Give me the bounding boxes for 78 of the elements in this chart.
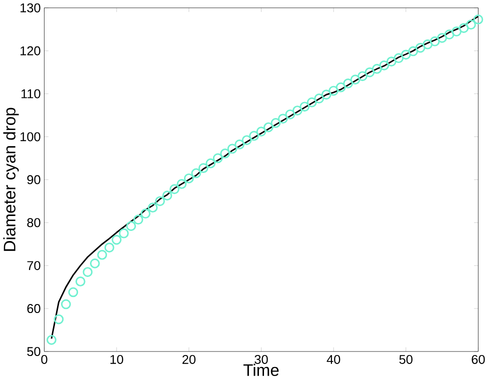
x-tick-label: 30 xyxy=(254,354,268,364)
point xyxy=(104,242,114,252)
point xyxy=(97,250,108,260)
point xyxy=(249,130,259,141)
y-tick-label: 100 xyxy=(20,132,40,142)
point xyxy=(336,82,346,92)
point xyxy=(444,29,454,40)
point xyxy=(364,67,375,78)
y-tick-label: 60 xyxy=(27,304,40,313)
point xyxy=(430,36,440,46)
y-tick-label: 110 xyxy=(22,89,40,98)
point xyxy=(68,287,78,298)
x-tick-label: 10 xyxy=(110,354,124,364)
point xyxy=(75,276,86,286)
point xyxy=(350,74,360,84)
point xyxy=(458,22,469,33)
point xyxy=(300,102,310,112)
y-axis-title: Diameter cyan drop xyxy=(3,108,19,251)
point xyxy=(234,139,244,150)
point xyxy=(452,26,462,36)
point xyxy=(270,118,281,128)
point xyxy=(90,258,100,268)
point xyxy=(206,158,216,168)
point xyxy=(61,299,71,310)
point xyxy=(328,86,339,96)
x-tick-label: 50 xyxy=(399,354,412,364)
point xyxy=(285,109,296,120)
point xyxy=(242,135,252,145)
point xyxy=(321,90,332,100)
point xyxy=(473,14,484,24)
y-tick-label: 50 xyxy=(27,346,40,356)
point xyxy=(112,234,122,245)
point xyxy=(278,114,288,124)
point xyxy=(126,221,136,231)
point xyxy=(400,50,411,60)
point xyxy=(220,148,230,158)
point xyxy=(256,126,266,136)
point xyxy=(176,178,187,189)
point xyxy=(82,266,93,277)
point xyxy=(408,46,418,56)
point xyxy=(415,42,426,53)
point xyxy=(306,97,317,108)
point xyxy=(212,153,223,164)
point xyxy=(162,190,172,200)
point xyxy=(358,71,368,81)
point xyxy=(466,20,476,30)
point xyxy=(264,122,274,132)
point xyxy=(184,173,194,184)
point xyxy=(170,184,180,194)
x-tick-label: 40 xyxy=(326,354,340,364)
y-tick-label: 80 xyxy=(27,218,40,228)
y-tick-label: 90 xyxy=(27,175,40,184)
point xyxy=(155,196,165,206)
x-axis-title: Time xyxy=(243,364,279,376)
point xyxy=(118,228,129,238)
point xyxy=(227,144,238,154)
y-tick-label: 70 xyxy=(27,260,40,270)
point xyxy=(437,32,448,43)
point xyxy=(292,105,302,116)
point xyxy=(394,53,404,63)
y-tick-label: 130 xyxy=(20,3,40,12)
point xyxy=(54,314,64,324)
point xyxy=(343,78,353,88)
point xyxy=(46,334,56,345)
point xyxy=(379,60,390,70)
point xyxy=(422,39,433,50)
point xyxy=(191,168,202,178)
x-tick-label: 0 xyxy=(41,354,48,364)
point xyxy=(198,163,208,173)
point xyxy=(140,208,150,218)
point xyxy=(133,214,144,224)
x-tick-label: 60 xyxy=(472,354,485,364)
y-tick-label: 120 xyxy=(20,46,40,56)
point xyxy=(372,64,382,74)
point xyxy=(386,56,396,66)
point xyxy=(314,93,324,104)
x-tick-label: 20 xyxy=(182,354,196,364)
point xyxy=(148,202,158,212)
